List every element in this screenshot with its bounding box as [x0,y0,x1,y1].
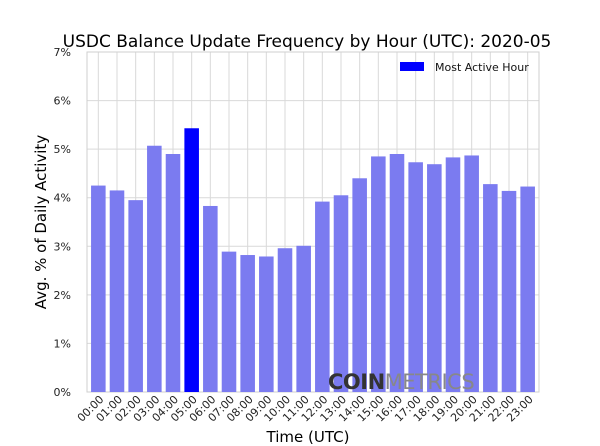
y-tick-label: 1% [54,337,71,350]
bar [352,178,367,392]
bar [315,201,330,392]
y-tick-label: 4% [54,192,71,205]
y-tick-label: 2% [54,289,71,302]
bar [427,164,442,392]
bar [333,195,349,392]
chart-title: USDC Balance Update Frequency by Hour (U… [63,32,552,52]
bar [259,256,274,392]
legend: Most Active Hour [400,61,529,74]
watermark-bold: COIN [328,370,385,394]
bar [389,154,405,392]
watermark-light: METRICS [385,370,475,394]
plot-area-frame [86,51,540,393]
y-tick-label: 3% [54,240,71,253]
bar [501,190,517,392]
bar [483,184,498,392]
bar [203,205,218,392]
bar [296,245,311,392]
bar [371,156,386,392]
legend-label: Most Active Hour [435,61,529,74]
bars [91,128,535,392]
bar [520,186,535,392]
bar-most-active [184,128,199,392]
bar [147,145,162,392]
y-axis-label: Avg. % of Daily Activity [32,135,50,310]
y-tick-label: 7% [54,46,71,59]
y-tick-label: 5% [54,143,71,156]
bar [408,162,423,392]
y-tick-label: 0% [54,386,71,399]
bar [165,154,181,392]
x-axis: 00:0001:0002:0003:0004:0005:0006:0007:00… [75,393,536,425]
bar [464,155,479,392]
bar [91,185,106,392]
bar [109,190,125,392]
legend-swatch [400,62,424,71]
coinmetrics-watermark: COINMETRICS [328,370,475,394]
bar [240,255,255,392]
bar [128,200,143,392]
y-axis: 0% 1% 2% 3% 4% 5% 6% 7% [54,46,71,399]
bar [277,248,293,392]
bar [221,251,237,392]
x-axis-label: Time (UTC) [266,428,350,446]
bar [445,157,461,392]
svg-text:COINMETRICS: COINMETRICS [328,370,474,394]
y-tick-label: 6% [54,95,71,108]
